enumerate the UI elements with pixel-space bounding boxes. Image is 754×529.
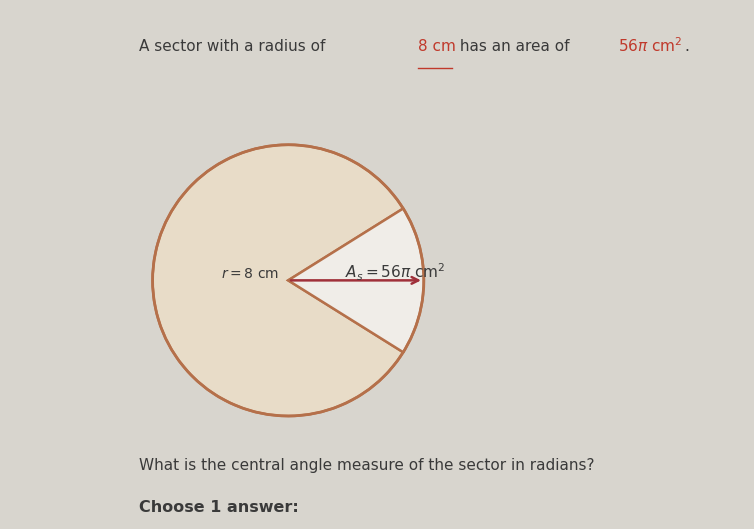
Text: $A_s = 56\pi\ \mathrm{cm}^2$: $A_s = 56\pi\ \mathrm{cm}^2$ — [345, 261, 446, 283]
Text: $56\pi\ \mathrm{cm}^2$: $56\pi\ \mathrm{cm}^2$ — [618, 37, 683, 56]
Text: 8 cm: 8 cm — [418, 39, 456, 53]
Text: What is the central angle measure of the sector in radians?: What is the central angle measure of the… — [139, 458, 595, 473]
Wedge shape — [152, 145, 403, 416]
Text: has an area of: has an area of — [455, 39, 575, 53]
Text: Choose 1 answer:: Choose 1 answer: — [139, 500, 299, 515]
Text: A sector with a radius of: A sector with a radius of — [139, 39, 331, 53]
Text: .: . — [684, 39, 688, 53]
Text: $r = 8\ \mathrm{cm}$: $r = 8\ \mathrm{cm}$ — [221, 267, 279, 280]
Wedge shape — [288, 208, 424, 352]
